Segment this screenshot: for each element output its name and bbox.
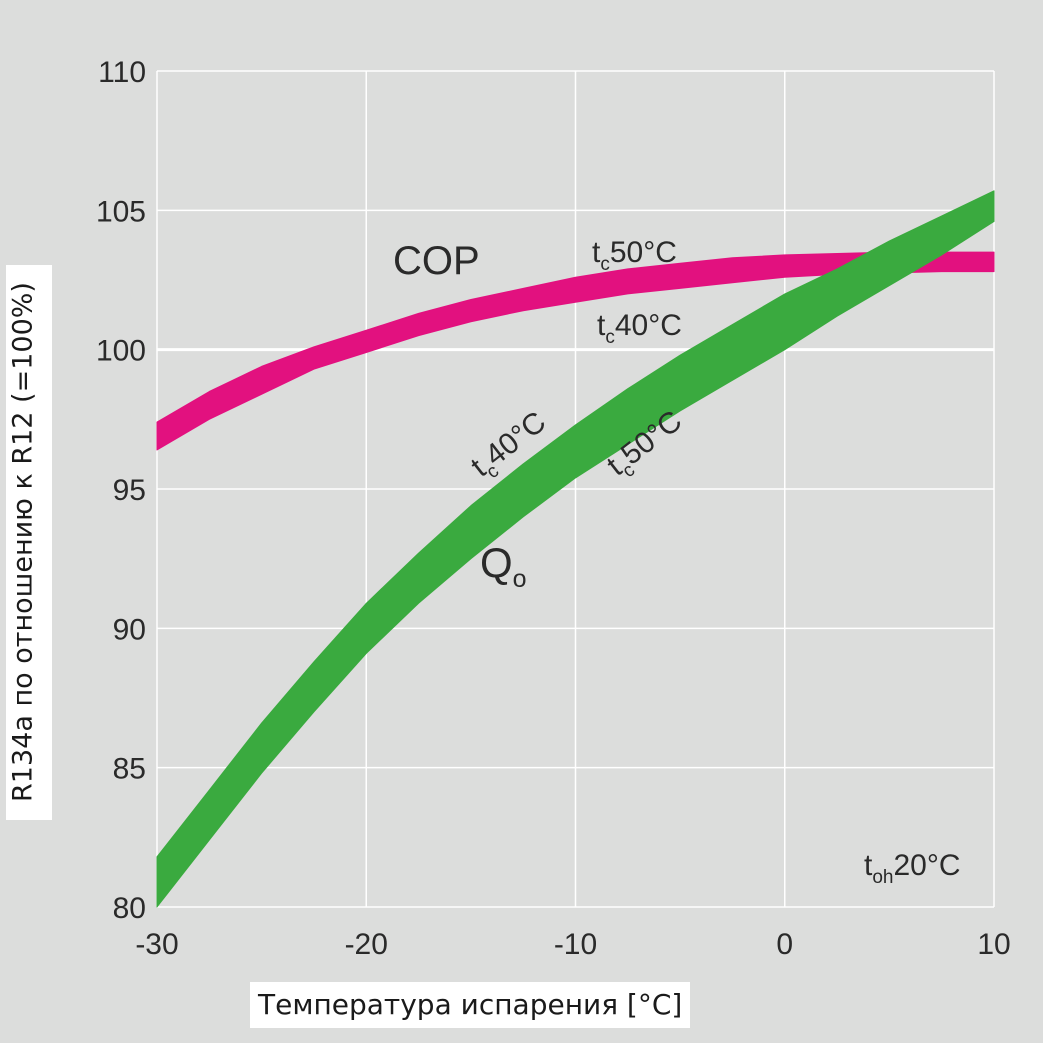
cop-tc50-label: tc50°C xyxy=(592,236,677,275)
x-tick-label: -20 xyxy=(345,928,388,961)
cop-tc40-label: tc40°C xyxy=(597,309,682,348)
toh-label: toh20°C xyxy=(864,849,961,888)
y-tick-label: 100 xyxy=(96,335,146,368)
y-tick-label: 80 xyxy=(113,892,146,925)
y-tick-label: 95 xyxy=(113,474,146,507)
y-tick-label: 90 xyxy=(113,613,146,646)
series-band-q xyxy=(156,190,995,908)
qo-label: Qo xyxy=(480,539,527,593)
x-tick-label: -10 xyxy=(554,928,597,961)
x-tick-label: -30 xyxy=(135,928,178,961)
x-tick-label: 0 xyxy=(776,928,793,961)
y-tick-label: 85 xyxy=(113,753,146,786)
y-tick-label: 105 xyxy=(96,195,146,228)
series-layer xyxy=(156,190,995,908)
cop-label: COP xyxy=(393,239,480,283)
x-axis-label: Температура испарения [°C] xyxy=(250,982,691,1028)
y-axis-label-box xyxy=(6,265,52,820)
x-tick-label: 10 xyxy=(977,928,1010,961)
y-tick-label: 110 xyxy=(98,56,146,89)
grid xyxy=(156,70,995,908)
y-axis-label: R134a по отношению к R12 (=100%) xyxy=(7,282,39,802)
axes: -30 -20 -10 0 10 80 85 90 95 100 105 110 xyxy=(96,56,1011,961)
